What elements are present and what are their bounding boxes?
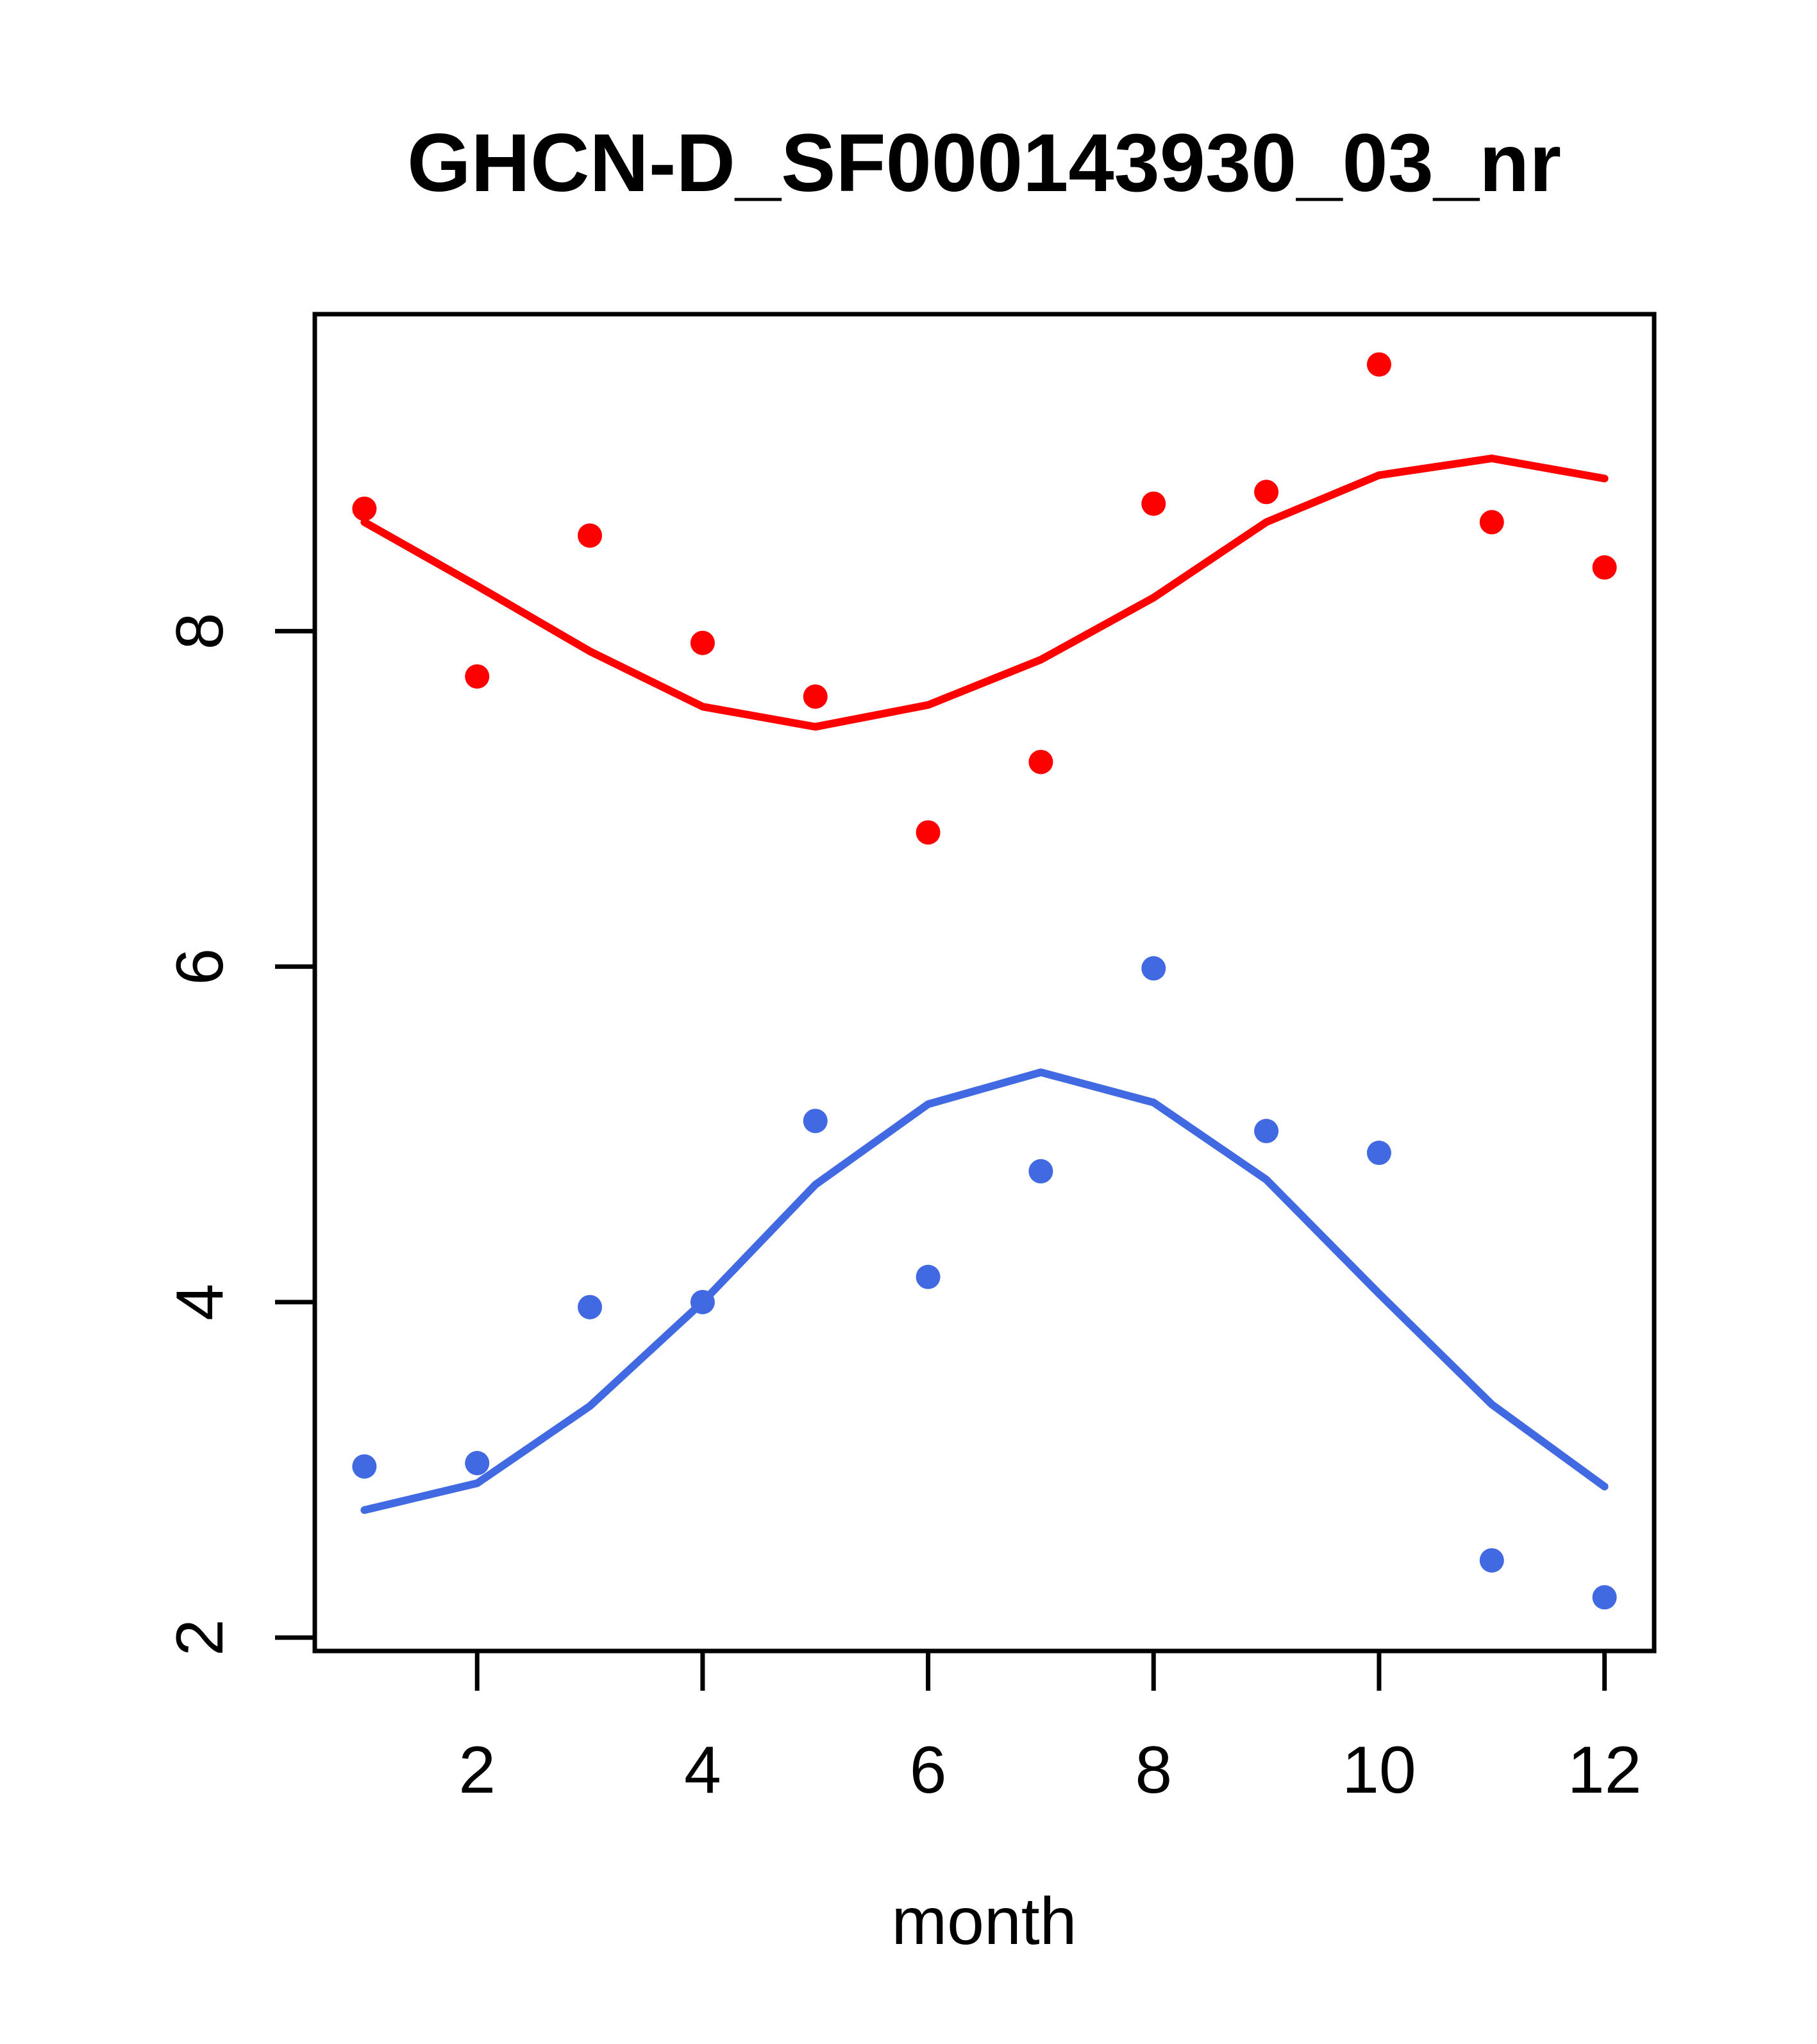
blue-smooth-line bbox=[360, 1068, 1609, 1514]
blue-point bbox=[916, 1264, 941, 1289]
y-tick-label: 8 bbox=[163, 613, 237, 650]
blue-point bbox=[1479, 1548, 1504, 1573]
red-point bbox=[1592, 555, 1617, 580]
red-point bbox=[916, 820, 941, 845]
red-smooth-line bbox=[360, 454, 1609, 731]
red-point bbox=[352, 496, 377, 521]
x-tick-label: 12 bbox=[1568, 1733, 1642, 1807]
x-tick-label: 6 bbox=[910, 1733, 947, 1807]
blue-point bbox=[352, 1454, 377, 1479]
red-point bbox=[690, 630, 715, 655]
blue-point bbox=[1141, 956, 1166, 981]
x-tick-label: 8 bbox=[1135, 1733, 1172, 1807]
red-point bbox=[1366, 352, 1391, 377]
red-point bbox=[465, 664, 490, 689]
data-series bbox=[352, 352, 1617, 1610]
x-tick-label: 2 bbox=[458, 1733, 496, 1807]
plot-box bbox=[312, 312, 1657, 1654]
x-axis-title: month bbox=[891, 1884, 1076, 1959]
red-point bbox=[1141, 491, 1166, 516]
x-tick-label: 4 bbox=[684, 1733, 721, 1807]
blue-point bbox=[578, 1294, 603, 1319]
y-axis-ticks: 2 4 6 8 bbox=[163, 613, 315, 1656]
blue-point bbox=[465, 1451, 490, 1476]
red-point bbox=[803, 684, 828, 709]
blue-point bbox=[1028, 1159, 1053, 1184]
plot-title: GHCN-D_SF000143930_03_nr bbox=[407, 117, 1561, 209]
red-point bbox=[1254, 480, 1279, 505]
y-tick-label: 2 bbox=[163, 1619, 237, 1656]
blue-point bbox=[1366, 1141, 1391, 1166]
y-tick-label: 6 bbox=[163, 948, 237, 985]
blue-point bbox=[1254, 1119, 1279, 1144]
blue-point bbox=[1592, 1585, 1617, 1610]
blue-point bbox=[803, 1109, 828, 1134]
red-point bbox=[578, 523, 603, 548]
y-tick-label: 4 bbox=[163, 1284, 237, 1321]
red-point bbox=[1028, 750, 1053, 775]
x-axis-ticks: 2 4 6 8 10 12 bbox=[458, 1651, 1641, 1807]
red-point bbox=[1479, 510, 1504, 535]
x-tick-label: 10 bbox=[1342, 1733, 1416, 1807]
